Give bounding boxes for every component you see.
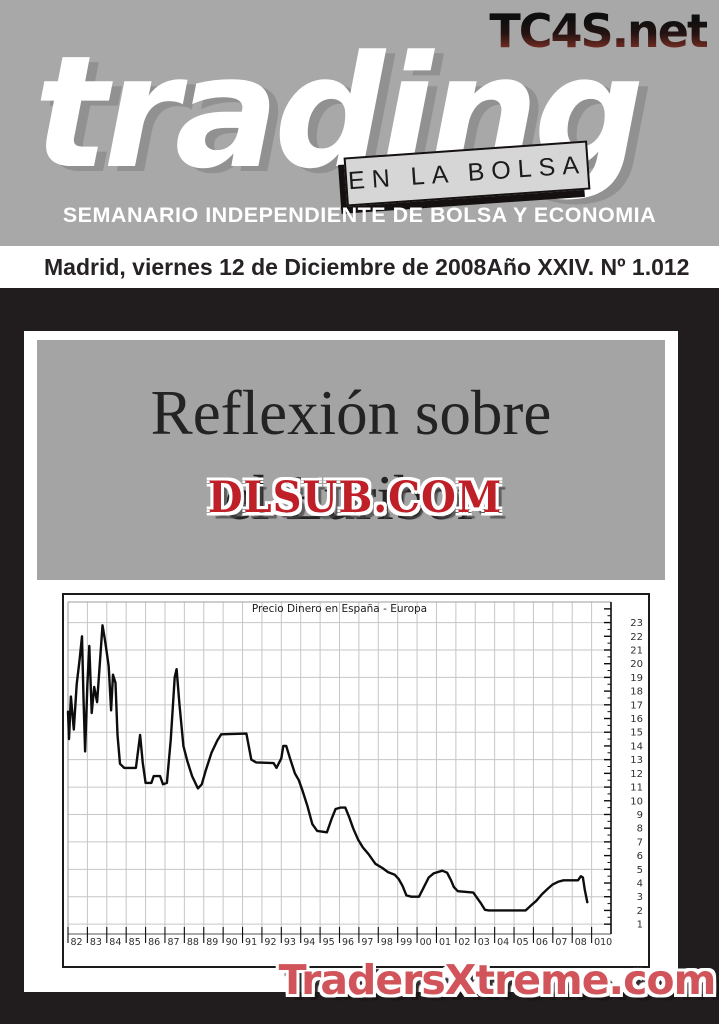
svg-text:20: 20 xyxy=(630,659,643,670)
headline-line2: el Euribor xyxy=(224,463,478,533)
svg-text:89: 89 xyxy=(206,937,218,948)
headline-line1: Reflexión sobre xyxy=(150,378,552,448)
svg-text:19: 19 xyxy=(630,673,643,684)
headline-box: Reflexión sobre el Euribor xyxy=(37,340,665,580)
svg-text:94: 94 xyxy=(303,937,315,948)
svg-text:5: 5 xyxy=(637,865,643,876)
svg-text:15: 15 xyxy=(630,728,643,739)
svg-text:9: 9 xyxy=(637,810,643,821)
svg-text:87: 87 xyxy=(167,937,179,948)
content-panel: Reflexión sobre el Euribor 1 2 3 4 5 6 7 8 9 10 11… xyxy=(24,331,678,992)
svg-text:18: 18 xyxy=(630,687,643,698)
svg-text:93: 93 xyxy=(284,937,296,948)
svg-text:8: 8 xyxy=(637,824,643,835)
tradersxtreme-logo: TradersXtreme.com xyxy=(278,956,717,1004)
price-chart: 1 2 3 4 5 6 7 8 9 10 11 12 13 14 15 16 17 18 19 20 21 22 23 82 8… xyxy=(62,593,650,968)
date-bar: Madrid, viernes 12 de Diciembre de 2008 … xyxy=(0,246,719,288)
svg-text:12: 12 xyxy=(630,769,643,780)
svg-text:06: 06 xyxy=(536,937,548,948)
svg-text:13: 13 xyxy=(630,755,643,766)
svg-text:04: 04 xyxy=(497,937,509,948)
svg-text:02: 02 xyxy=(458,937,470,948)
svg-text:21: 21 xyxy=(630,645,643,656)
dlsub-watermark: DLSUB.COM xyxy=(207,472,503,523)
svg-text:01: 01 xyxy=(439,937,451,948)
svg-text:05: 05 xyxy=(517,937,529,948)
cover-body: Reflexión sobre el Euribor 1 2 3 4 5 6 7 8 9 10 11… xyxy=(0,288,719,1024)
svg-text:Precio Dinero en España - Euro: Precio Dinero en España - Europa xyxy=(252,603,427,615)
subtitle-box-label: EN LA BOLSA xyxy=(347,150,587,196)
svg-text:90: 90 xyxy=(226,937,238,948)
svg-text:3: 3 xyxy=(637,892,643,903)
svg-text:2: 2 xyxy=(637,906,643,917)
svg-text:7: 7 xyxy=(637,837,643,848)
svg-text:85: 85 xyxy=(129,937,141,948)
svg-text:86: 86 xyxy=(148,937,160,948)
svg-text:92: 92 xyxy=(264,937,276,948)
svg-text:84: 84 xyxy=(109,937,121,948)
svg-text:88: 88 xyxy=(187,937,199,948)
issue-number: Año XXIV. Nº 1.012 xyxy=(486,253,690,280)
tc4s-logo: TC4S.net xyxy=(489,4,709,58)
masthead: TC4S.net trading EN LA BOLSA SEMANARIO I… xyxy=(0,0,719,246)
svg-text:6: 6 xyxy=(637,851,643,862)
svg-text:03: 03 xyxy=(478,937,490,948)
svg-text:07: 07 xyxy=(555,937,567,948)
svg-text:1: 1 xyxy=(637,920,643,931)
svg-text:16: 16 xyxy=(630,714,643,725)
svg-text:010: 010 xyxy=(594,937,612,948)
svg-text:98: 98 xyxy=(381,937,393,948)
svg-text:08: 08 xyxy=(575,937,587,948)
svg-text:97: 97 xyxy=(361,937,373,948)
svg-text:83: 83 xyxy=(90,937,102,948)
svg-text:91: 91 xyxy=(245,937,257,948)
svg-text:95: 95 xyxy=(323,937,335,948)
svg-text:23: 23 xyxy=(630,618,643,629)
svg-text:4: 4 xyxy=(637,879,643,890)
svg-text:10: 10 xyxy=(630,796,643,807)
issue-date: Madrid, viernes 12 de Diciembre de 2008 xyxy=(44,253,487,280)
svg-text:99: 99 xyxy=(400,937,412,948)
svg-text:14: 14 xyxy=(630,741,643,752)
svg-text:11: 11 xyxy=(630,783,643,794)
svg-text:17: 17 xyxy=(630,700,643,711)
svg-text:82: 82 xyxy=(71,937,83,948)
svg-text:96: 96 xyxy=(342,937,354,948)
svg-text:22: 22 xyxy=(630,632,643,643)
svg-text:00: 00 xyxy=(420,937,432,948)
magazine-tagline: SEMANARIO INDEPENDIENTE DE BOLSA Y ECONO… xyxy=(62,203,657,227)
